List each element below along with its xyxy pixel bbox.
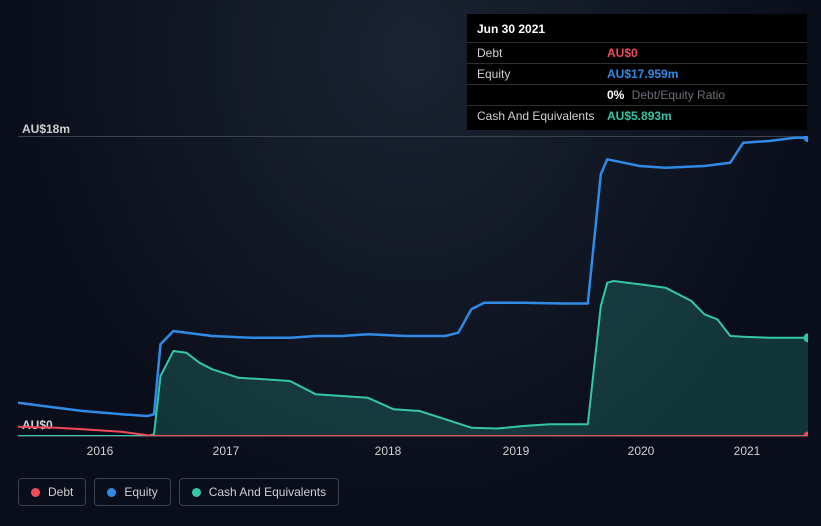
xaxis-label: 2020 bbox=[628, 444, 655, 458]
tooltip-row-value: AU$0 bbox=[607, 45, 638, 61]
legend-label: Equity bbox=[124, 485, 157, 499]
tooltip-row-suffix: Debt/Equity Ratio bbox=[628, 88, 725, 102]
tooltip-date: Jun 30 2021 bbox=[467, 18, 807, 42]
cash-area bbox=[18, 281, 808, 436]
legend-item[interactable]: Cash And Equivalents bbox=[179, 478, 339, 506]
yaxis-top-label: AU$18m bbox=[22, 122, 70, 136]
line-area-chart bbox=[18, 136, 808, 436]
xaxis-label: 2019 bbox=[503, 444, 530, 458]
tooltip-row-value: AU$5.893m bbox=[607, 108, 672, 124]
tooltip-row-label: Debt bbox=[477, 45, 607, 61]
tooltip-row: Cash And EquivalentsAU$5.893m bbox=[467, 105, 807, 126]
legend-dot-icon bbox=[31, 488, 40, 497]
chart-tooltip: Jun 30 2021 DebtAU$0EquityAU$17.959m0% D… bbox=[467, 14, 807, 130]
xaxis: 2016 2017 2018 2019 2020 2021 bbox=[18, 444, 808, 464]
legend-item[interactable]: Equity bbox=[94, 478, 170, 506]
tooltip-row-value: 0% Debt/Equity Ratio bbox=[607, 87, 725, 103]
tooltip-row-label bbox=[477, 87, 607, 103]
legend-item[interactable]: Debt bbox=[18, 478, 86, 506]
gridline-bottom bbox=[18, 436, 808, 437]
legend-dot-icon bbox=[192, 488, 201, 497]
xaxis-label: 2021 bbox=[734, 444, 761, 458]
tooltip-row: 0% Debt/Equity Ratio bbox=[467, 84, 807, 105]
xaxis-label: 2017 bbox=[213, 444, 240, 458]
tooltip-row-label: Equity bbox=[477, 66, 607, 82]
tooltip-row: DebtAU$0 bbox=[467, 42, 807, 63]
tooltip-row-value: AU$17.959m bbox=[607, 66, 678, 82]
tooltip-row-label: Cash And Equivalents bbox=[477, 108, 607, 124]
legend-label: Debt bbox=[48, 485, 73, 499]
legend-dot-icon bbox=[107, 488, 116, 497]
legend: Debt Equity Cash And Equivalents bbox=[18, 478, 339, 506]
xaxis-label: 2018 bbox=[375, 444, 402, 458]
xaxis-label: 2016 bbox=[87, 444, 114, 458]
legend-label: Cash And Equivalents bbox=[209, 485, 326, 499]
equity-end-marker-icon bbox=[804, 136, 809, 142]
tooltip-row: EquityAU$17.959m bbox=[467, 63, 807, 84]
